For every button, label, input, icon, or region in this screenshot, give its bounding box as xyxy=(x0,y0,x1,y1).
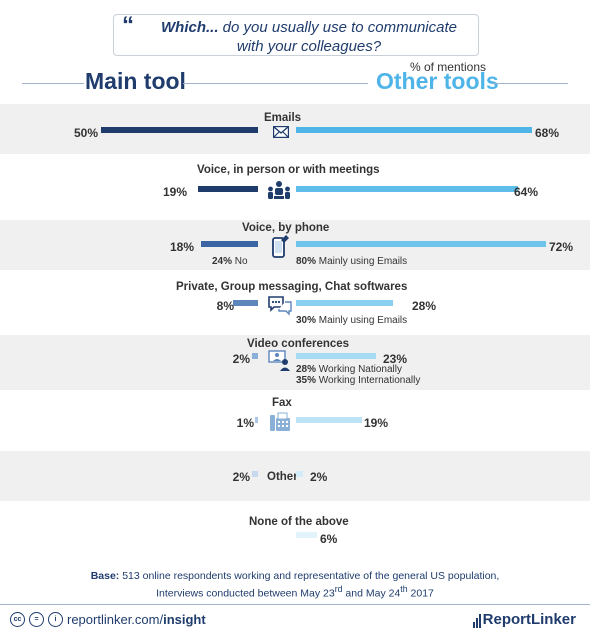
base-note: Base: 513 online respondents working and… xyxy=(90,570,500,600)
header-rule-left xyxy=(22,83,84,84)
other-value-label: 19% xyxy=(364,416,389,430)
other-tools-title: Other tools xyxy=(376,68,499,94)
other-value-label: 6% xyxy=(320,532,338,546)
other-bar xyxy=(296,186,519,192)
main-value-label: 50% xyxy=(73,126,98,140)
other-value-label: 72% xyxy=(549,240,574,254)
no-derivatives-icon: = xyxy=(29,612,44,627)
site-link[interactable]: reportlinker.com/insight xyxy=(67,612,206,627)
question-lead: Which... xyxy=(161,19,219,36)
other-bar xyxy=(296,471,303,477)
chat-icon xyxy=(268,296,292,316)
other-value-label: 68% xyxy=(535,126,560,140)
main-bar xyxy=(101,127,258,133)
footer-rule xyxy=(0,604,590,605)
logo-bars-icon xyxy=(472,614,481,628)
other-bar xyxy=(296,127,533,133)
category-label: Fax xyxy=(272,397,292,409)
phone-other-note: 80% Mainly using Emails xyxy=(296,256,408,267)
other-bar xyxy=(296,241,546,247)
quote-icon: “ xyxy=(122,12,134,39)
question-box: “ Which... do you usually use to communi… xyxy=(113,14,479,56)
row-band-other xyxy=(0,451,590,501)
mentions-label: % of mentions xyxy=(409,60,486,74)
main-bar xyxy=(201,241,258,247)
creative-commons-icon: cc xyxy=(10,612,25,627)
video-other-note-2: 35% Working Internationally xyxy=(296,375,421,386)
main-tool-title: Main tool xyxy=(85,68,186,94)
other-value-label: 28% xyxy=(412,299,437,313)
main-value-label: 1% xyxy=(236,416,254,430)
envelope-icon xyxy=(273,126,289,138)
attribution-icon: i xyxy=(48,612,63,627)
category-label: Voice, in person or with meetings xyxy=(197,164,380,176)
fax-icon xyxy=(270,412,290,431)
category-label: None of the above xyxy=(249,516,349,528)
main-value-label: 2% xyxy=(232,352,250,366)
other-value-label: 2% xyxy=(310,470,328,484)
brand-logo: ReportLinker xyxy=(472,611,576,628)
phone-icon xyxy=(272,235,289,258)
main-bar xyxy=(198,186,258,192)
main-value-label: 8% xyxy=(216,299,234,313)
other-value-label: 64% xyxy=(514,185,539,199)
header-rule-right xyxy=(492,83,568,84)
phone-main-note: 24% No xyxy=(212,256,248,267)
main-value-label: 19% xyxy=(162,185,187,199)
other-bar xyxy=(296,353,376,359)
category-label: Other xyxy=(267,471,298,483)
main-bar xyxy=(254,417,258,423)
category-label: Video conferences xyxy=(247,338,350,350)
main-value-label: 18% xyxy=(169,240,194,254)
brand-name: ReportLinker xyxy=(482,611,576,628)
main-bar xyxy=(251,471,258,477)
other-bar xyxy=(296,300,394,306)
video-conference-icon xyxy=(268,350,290,371)
video-other-note-1: 28% Working Nationally xyxy=(296,364,402,375)
category-label: Emails xyxy=(264,112,302,124)
row-band-video xyxy=(0,335,590,390)
header-rule-center xyxy=(183,83,368,84)
main-bar xyxy=(251,353,258,359)
chat-other-note: 30% Mainly using Emails xyxy=(296,315,408,326)
main-value-label: 2% xyxy=(232,470,250,484)
main-bar xyxy=(232,300,258,306)
other-bar xyxy=(296,417,362,423)
category-label: Private, Group messaging, Chat softwares xyxy=(176,281,408,293)
other-value-label: 23% xyxy=(383,352,408,366)
category-label: Voice, by phone xyxy=(242,222,330,234)
footer-license: cc = i reportlinker.com/insight xyxy=(10,612,206,627)
question-text: do you usually use to communicate with y… xyxy=(218,19,457,55)
meeting-icon xyxy=(268,181,290,199)
other-bar xyxy=(296,532,317,538)
